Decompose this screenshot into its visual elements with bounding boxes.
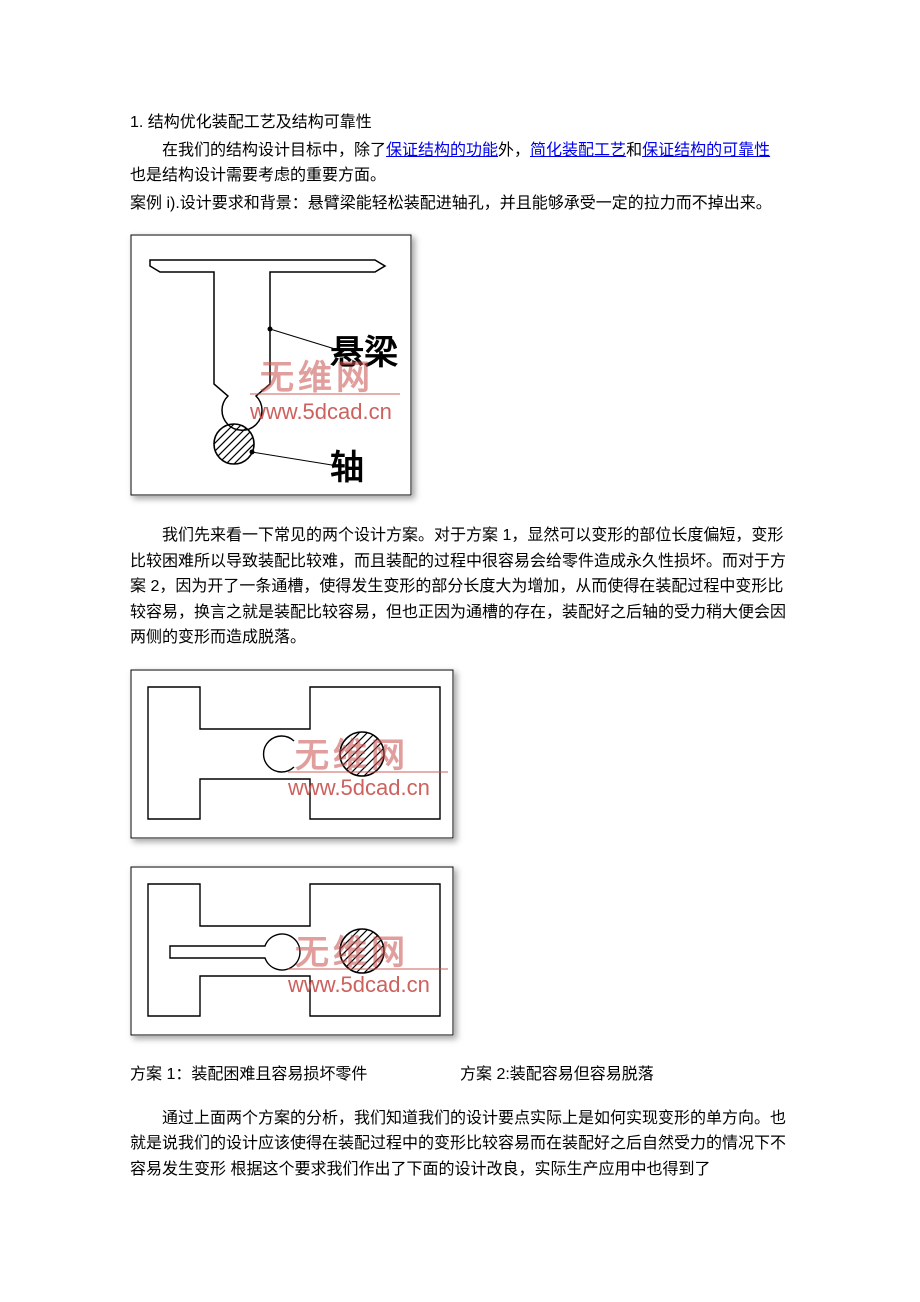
- figure-2: 无维网 www.5dcad.cn: [130, 669, 790, 848]
- section-number: 1.: [130, 114, 143, 131]
- link-function[interactable]: 保证结构的功能: [386, 142, 498, 159]
- section-title: 1. 结构优化装配工艺及结构可靠性: [130, 110, 790, 136]
- intro-post: 也是结构设计需要考虑的重要方面。: [130, 167, 386, 184]
- watermark-url-3: www.5dcad.cn: [287, 972, 430, 997]
- figure-3-svg: 无维网 www.5dcad.cn: [130, 866, 454, 1036]
- link-assembly[interactable]: 简化装配工艺: [530, 142, 626, 159]
- watermark-url-1: www.5dcad.cn: [249, 399, 392, 424]
- caption-1: 方案 1：装配困难且容易损坏零件: [130, 1062, 460, 1088]
- intro-mid1: 外，: [498, 142, 530, 159]
- paragraph-3: 通过上面两个方案的分析，我们知道我们的设计要点实际上是如何实现变形的单方向。也就…: [130, 1106, 790, 1183]
- intro-mid2: 和: [626, 142, 642, 159]
- caption-2: 方案 2:装配容易但容易脱落: [460, 1062, 790, 1088]
- watermark-url-2: www.5dcad.cn: [287, 775, 430, 800]
- figure-1-svg: 悬梁 轴 无维网 www.5dcad.cn: [130, 234, 412, 496]
- label-axis: 轴: [330, 449, 364, 487]
- captions-row: 方案 1：装配困难且容易损坏零件 方案 2:装配容易但容易脱落: [130, 1062, 790, 1088]
- intro-paragraph: 在我们的结构设计目标中，除了保证结构的功能外，简化装配工艺和保证结构的可靠性也是…: [130, 138, 790, 189]
- paragraph-2: 我们先来看一下常见的两个设计方案。对于方案 1，显然可以变形的部位长度偏短，变形…: [130, 523, 790, 651]
- intro-pre: 在我们的结构设计目标中，除了: [162, 142, 386, 159]
- section-title-text: 结构优化装配工艺及结构可靠性: [148, 114, 372, 131]
- figure-1: 悬梁 轴 无维网 www.5dcad.cn: [130, 234, 790, 505]
- watermark-text-1: 无维网: [260, 359, 374, 397]
- figure-3: 无维网 www.5dcad.cn: [130, 866, 790, 1045]
- link-reliability[interactable]: 保证结构的可靠性: [642, 142, 770, 159]
- watermark-text-2: 无维网: [295, 737, 409, 775]
- case-line: 案例 i).设计要求和背景：悬臂梁能轻松装配进轴孔，并且能够承受一定的拉力而不掉…: [130, 191, 790, 217]
- figure-2-svg: 无维网 www.5dcad.cn: [130, 669, 454, 839]
- watermark-text-3: 无维网: [295, 934, 409, 972]
